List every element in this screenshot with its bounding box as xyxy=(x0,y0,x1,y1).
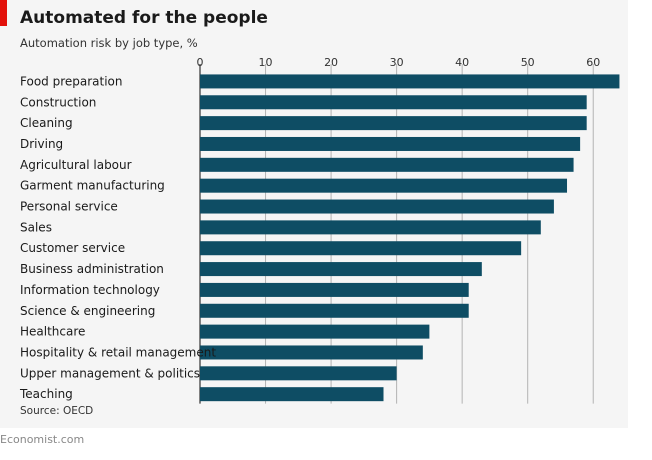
category-label: Driving xyxy=(20,137,63,151)
x-tick-label: 20 xyxy=(324,56,338,69)
bar xyxy=(200,387,384,402)
bar xyxy=(200,178,568,193)
x-tick-label: 60 xyxy=(586,56,600,69)
category-label: Hospitality & retail management xyxy=(20,345,216,359)
category-label: Customer service xyxy=(20,241,125,255)
bar xyxy=(200,324,430,339)
category-label: Cleaning xyxy=(20,116,73,130)
bar xyxy=(200,262,482,277)
category-label: Sales xyxy=(20,220,52,234)
category-label: Garment manufacturing xyxy=(20,179,165,193)
category-label: Information technology xyxy=(20,283,160,297)
bar xyxy=(200,282,469,297)
x-tick-label: 0 xyxy=(197,56,204,69)
category-label: Agricultural labour xyxy=(20,158,132,172)
chart-source: Source: OECD xyxy=(20,405,94,417)
x-tick-label: 10 xyxy=(259,56,273,69)
x-tick-label: 50 xyxy=(521,56,535,69)
bar xyxy=(200,220,541,235)
bar xyxy=(200,241,522,256)
bar xyxy=(200,303,469,318)
brand-red-tag xyxy=(0,0,7,26)
bar xyxy=(200,199,554,214)
bar xyxy=(200,136,581,151)
x-tick-label: 40 xyxy=(455,56,469,69)
bar xyxy=(200,366,397,381)
category-label: Science & engineering xyxy=(20,304,155,318)
category-label: Food preparation xyxy=(20,74,123,88)
bar xyxy=(200,157,574,172)
chart-subtitle: Automation risk by job type, % xyxy=(20,36,198,50)
bar xyxy=(200,345,423,360)
bar xyxy=(200,95,587,110)
x-tick-label: 30 xyxy=(390,56,404,69)
category-label: Business administration xyxy=(20,262,164,276)
category-label: Construction xyxy=(20,95,96,109)
chart-title: Automated for the people xyxy=(20,8,268,28)
economist-footer: Economist.com xyxy=(0,433,85,446)
category-label: Teaching xyxy=(19,387,73,401)
bar xyxy=(200,74,620,89)
category-label: Personal service xyxy=(20,200,118,214)
category-label: Healthcare xyxy=(20,325,85,339)
category-label: Upper management & politics xyxy=(20,366,200,380)
bar xyxy=(200,116,587,131)
